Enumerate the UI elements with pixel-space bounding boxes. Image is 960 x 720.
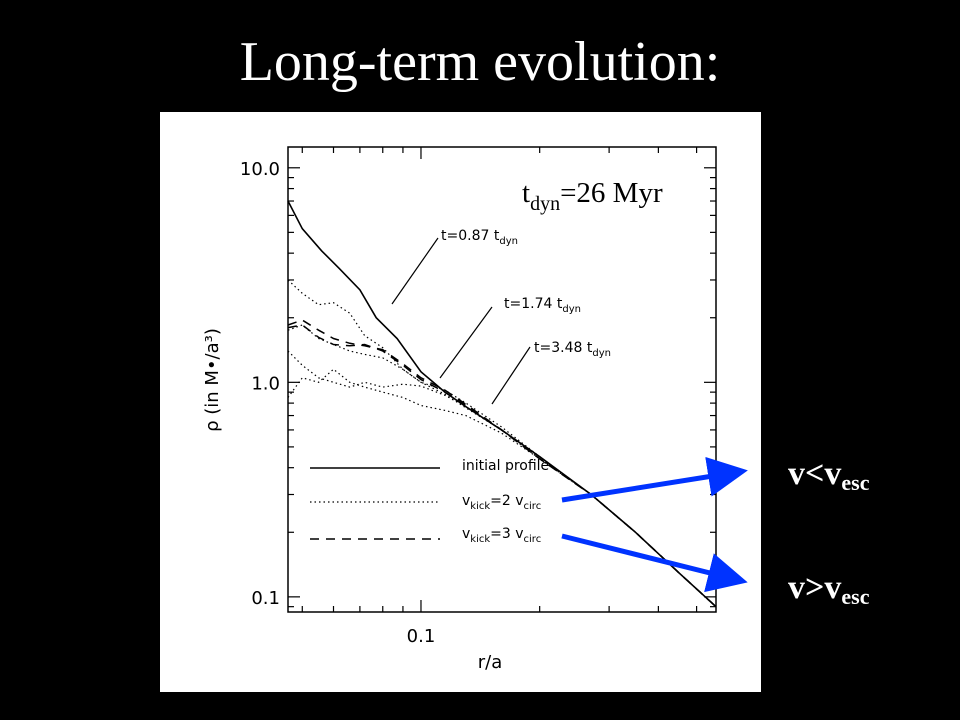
y-tick-label-0: 0.1	[251, 588, 280, 609]
pointer-line-t174	[439, 306, 493, 379]
plot-frame	[287, 146, 717, 613]
pointer-line-t087	[391, 237, 439, 305]
series-group	[287, 200, 717, 608]
series-line-dotted-2	[287, 324, 717, 608]
x-tick-label-0: 0.1	[407, 626, 436, 647]
slide-title: Long-term evolution:	[239, 31, 721, 93]
x-axis-label: r/a	[478, 652, 503, 673]
legend-label-initial: initial profile	[462, 458, 549, 474]
tdyn-annotation: tdyn=26 Myr	[522, 177, 663, 215]
y-tick-label-1: 1.0	[251, 373, 280, 394]
y-axis-label: ρ (in M•/a³)	[202, 328, 223, 432]
label-v-less-than-vesc: v<vesc	[788, 455, 870, 495]
axis-ticks: 0.1 1.0 10.0 0.1	[240, 147, 716, 647]
density-profile-chart: 0.1 1.0 10.0 0.1 t=0.87 tdyn t=1.74 tdyn t=…	[202, 146, 717, 673]
arrow-escape-lower	[561, 456, 748, 503]
time-label-t174: t=1.74 tdyn	[504, 296, 581, 315]
pointer-line-t348	[491, 346, 531, 405]
series-line-dotted-4	[287, 368, 717, 608]
time-label-t348: t=3.48 tdyn	[534, 340, 611, 359]
time-label-t087: t=0.87 tdyn	[441, 228, 518, 247]
legend-label-vkick2: vkick=2 vcirc	[462, 493, 541, 512]
series-line-dashed-6	[287, 324, 717, 608]
label-v-greater-than-vesc: v>vesc	[788, 569, 870, 609]
y-tick-label-2: 10.0	[240, 159, 280, 180]
legend: initial profile vkick=2 vcirc vkick=3 vc…	[310, 458, 549, 545]
legend-label-vkick3: vkick=3 vcirc	[462, 526, 541, 545]
plot-panel: 0.1 1.0 10.0 0.1 t=0.87 tdyn t=1.74 tdyn t=…	[160, 112, 761, 692]
arrow-escape-upper	[561, 533, 748, 593]
